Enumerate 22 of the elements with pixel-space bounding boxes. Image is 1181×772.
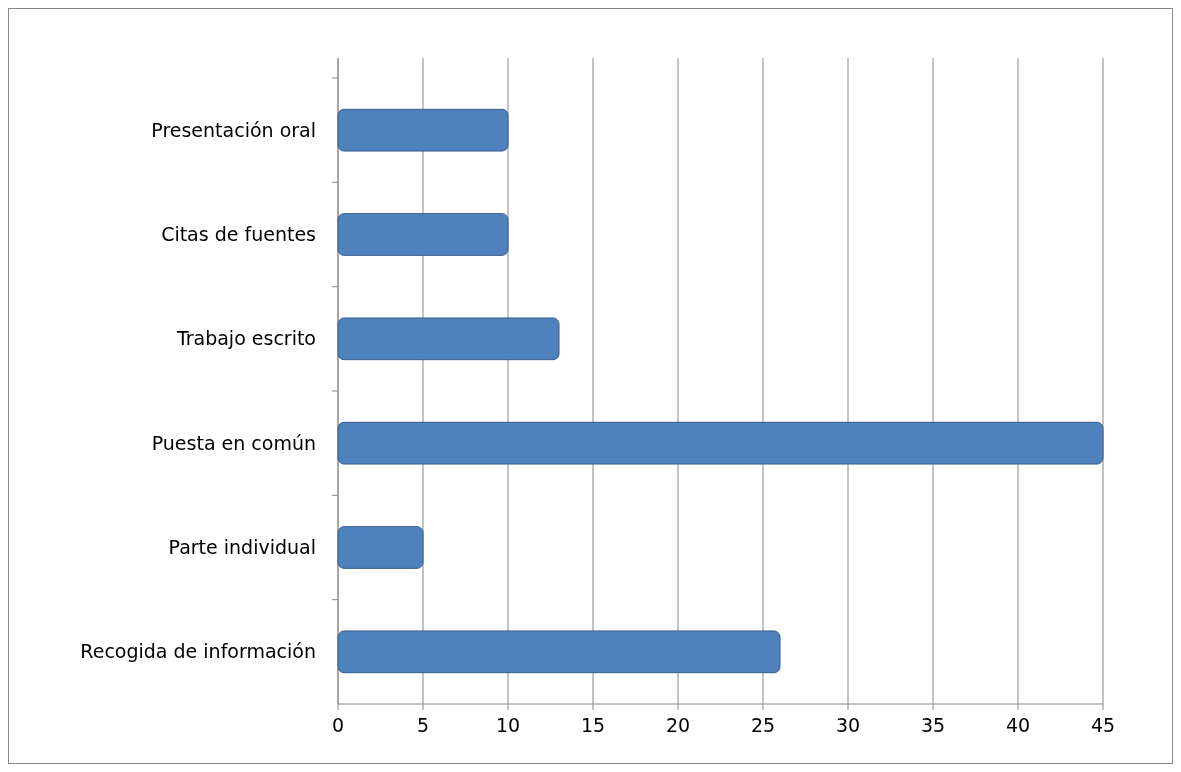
bar bbox=[337, 421, 1104, 465]
y-tick-label: Presentación oral bbox=[151, 118, 316, 141]
x-tick-label: 45 bbox=[1090, 714, 1116, 736]
x-tick-label: 20 bbox=[665, 714, 691, 736]
bar bbox=[337, 630, 781, 674]
x-tick-label: 40 bbox=[1005, 714, 1031, 736]
bar bbox=[337, 317, 560, 361]
y-tick-label: Citas de fuentes bbox=[161, 223, 316, 246]
y-tick-label: Trabajo escrito bbox=[175, 327, 316, 350]
x-tick-label: 35 bbox=[920, 714, 946, 736]
y-tick-label: Parte individual bbox=[168, 536, 316, 559]
bar bbox=[337, 526, 424, 569]
x-tick-label: 15 bbox=[580, 714, 606, 736]
x-tick-label: 10 bbox=[495, 714, 521, 736]
x-tick-label: 0 bbox=[331, 714, 345, 736]
x-tick-label: 25 bbox=[750, 714, 776, 736]
x-tick-label: 5 bbox=[416, 714, 430, 736]
y-tick-label: Puesta en común bbox=[151, 431, 316, 454]
bar bbox=[337, 213, 509, 256]
y-tick-label: Recogida de información bbox=[80, 640, 316, 663]
bar bbox=[337, 108, 509, 152]
x-tick-label: 30 bbox=[835, 714, 861, 736]
